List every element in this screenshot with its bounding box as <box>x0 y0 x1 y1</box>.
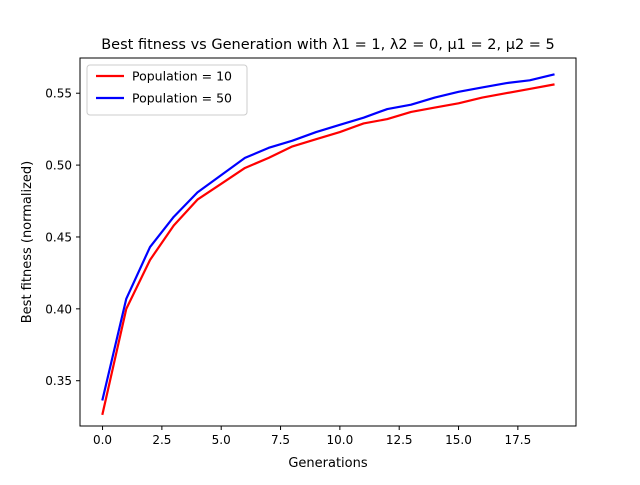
x-tick-label: 10.0 <box>327 433 354 447</box>
series-line-2 <box>101 73 555 401</box>
y-tick-label: 0.45 <box>45 230 72 244</box>
x-tick-label: 5.0 <box>212 433 231 447</box>
x-tick-label: 12.5 <box>386 433 413 447</box>
series-line-1 <box>101 83 555 416</box>
x-tick-label: 7.5 <box>271 433 290 447</box>
legend-label-1: Population = 10 <box>132 69 232 84</box>
axes-frame <box>79 57 577 427</box>
legend-label-2: Population = 50 <box>132 91 232 106</box>
x-tick-label: 15.0 <box>445 433 472 447</box>
y-tick-label: 0.35 <box>45 374 72 388</box>
y-tick-label: 0.40 <box>45 302 72 316</box>
chart-title: Best fitness vs Generation with λ1 = 1, … <box>101 37 555 53</box>
x-axis-label: Generations <box>288 456 368 471</box>
plot-area: 0.0 2.5 5.0 7.5 10.0 12.5 15.0 17.5 0.35 0.40 0.45… <box>45 57 577 447</box>
y-axis-label: Best fitness (normalized) <box>20 161 35 324</box>
x-tick-label: 0.0 <box>93 433 112 447</box>
x-tick-label: 17.5 <box>504 433 531 447</box>
x-tick-label: 2.5 <box>152 433 171 447</box>
legend-box <box>86 64 248 116</box>
y-tick-label: 0.55 <box>45 87 72 101</box>
y-tick-label: 0.50 <box>45 159 72 173</box>
